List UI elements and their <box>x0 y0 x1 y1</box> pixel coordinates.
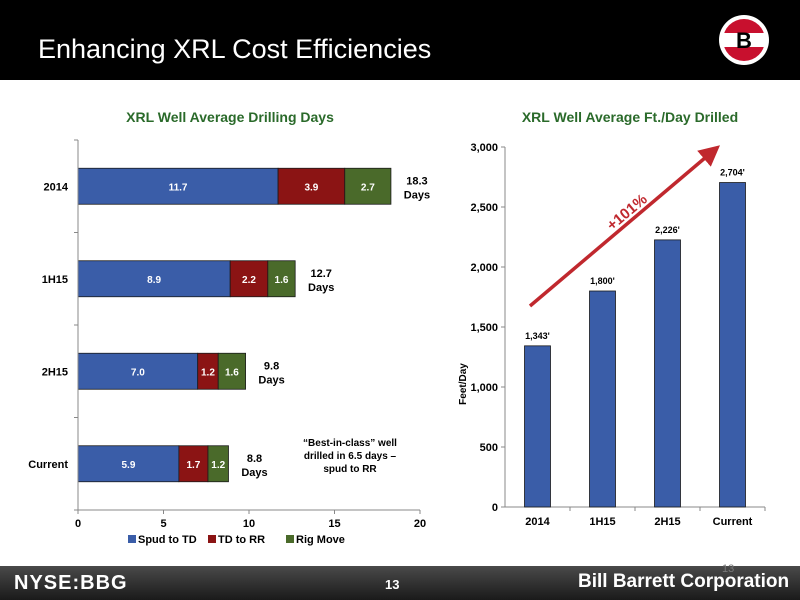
drilling-days-x-tick-label: 10 <box>243 518 255 530</box>
drilling-days-total-value: 12.7 <box>310 268 331 280</box>
drilling-days-category-label: 1H15 <box>42 274 68 286</box>
best-in-class-annotation-line-2: drilled in 6.5 days – <box>304 451 397 462</box>
header-bar <box>0 0 800 80</box>
feet-per-day-y-tick-label: 0 <box>492 502 498 514</box>
drilling-days-total-unit: Days <box>308 282 334 294</box>
drilling-days-segment-label: 1.6 <box>275 275 289 286</box>
company-name: Bill Barrett Corporation <box>578 571 790 592</box>
drilling-days-bar-segment <box>217 352 246 390</box>
drilling-days-total-unit: Days <box>258 374 284 386</box>
drilling-days-segment-label: 1.2 <box>211 460 225 471</box>
slide-title: Enhancing XRL Cost Efficiencies <box>38 34 432 64</box>
drilling-days-total-value: 18.3 <box>406 175 427 187</box>
feet-per-day-value-label: 1,800' <box>590 276 615 286</box>
logo-letter: B <box>736 28 752 53</box>
drilling-days-total-unit: Days <box>241 467 267 479</box>
drilling-days-bar-segment <box>267 260 296 298</box>
feet-per-day-category-label: 1H15 <box>589 516 615 528</box>
drilling-days-x-tick-label: 20 <box>414 518 426 530</box>
feet-per-day-y-tick-label: 1,000 <box>470 382 498 394</box>
feet-per-day-bar <box>719 182 746 508</box>
feet-per-day-bar <box>524 345 551 508</box>
feet-per-day-bar <box>654 239 681 508</box>
growth-percent-label: +101% <box>604 191 651 234</box>
feet-per-day-value-label: 2,704' <box>720 168 745 178</box>
company-logo: B <box>719 15 769 65</box>
feet-per-day-chart: XRL Well Average Ft./Day Drilled Feet/Da… <box>458 109 766 528</box>
best-in-class-annotation-line-1: “Best-in-class” well <box>303 438 397 449</box>
feet-per-day-y-tick-label: 2,000 <box>470 262 498 274</box>
drilling-days-segment-label: 1.7 <box>186 460 200 471</box>
legend-swatch <box>286 535 294 543</box>
legend-swatch <box>208 535 216 543</box>
feet-per-day-bar <box>589 290 616 508</box>
drilling-days-total-value: 8.8 <box>247 453 262 465</box>
drilling-days-segment-label: 2.7 <box>361 182 375 193</box>
drilling-days-chart: XRL Well Average Drilling Days 11.7 3.9 2.… <box>28 109 430 546</box>
drilling-days-total-value: 9.8 <box>264 360 279 372</box>
drilling-days-bar-segment <box>207 445 229 483</box>
feet-per-day-y-tick-label: 1,500 <box>470 322 498 334</box>
page-number: 13 <box>385 577 400 592</box>
drilling-days-segment-label: 1.6 <box>225 367 239 378</box>
drilling-days-category-label: Current <box>28 459 68 471</box>
drilling-days-bar-segment <box>344 167 392 205</box>
drilling-days-title: XRL Well Average Drilling Days <box>126 109 334 125</box>
growth-arrow <box>528 145 721 308</box>
drilling-days-segment-label: 3.9 <box>304 182 318 193</box>
drilling-days-total-unit: Days <box>404 189 430 201</box>
feet-per-day-category-label: 2014 <box>525 516 550 528</box>
feet-per-day-value-label: 2,226' <box>655 225 680 235</box>
feet-per-day-y-tick-label: 500 <box>480 442 498 454</box>
drilling-days-segment-label: 2.2 <box>242 275 256 286</box>
drilling-days-x-tick-label: 0 <box>75 518 81 530</box>
drilling-days-segment-label: 8.9 <box>147 275 161 286</box>
best-in-class-annotation-line-3: spud to RR <box>323 464 377 475</box>
legend-swatch <box>128 535 136 543</box>
feet-per-day-value-label: 1,343' <box>525 331 550 341</box>
ticker-symbol: NYSE:BBG <box>14 572 128 594</box>
feet-per-day-category-label: 2H15 <box>654 516 680 528</box>
drilling-days-x-tick-label: 15 <box>328 518 340 530</box>
y-axis-label: Feet/Day <box>458 363 469 405</box>
legend-label: TD to RR <box>218 534 265 546</box>
feet-per-day-y-tick-label: 3,000 <box>470 142 498 154</box>
feet-per-day-title: XRL Well Average Ft./Day Drilled <box>522 109 738 125</box>
legend-label: Rig Move <box>296 534 345 546</box>
drilling-days-segment-label: 5.9 <box>121 460 135 471</box>
drilling-days-category-label: 2H15 <box>42 366 68 378</box>
feet-per-day-y-tick-label: 2,500 <box>470 202 498 214</box>
drilling-days-x-tick-label: 5 <box>160 518 166 530</box>
drilling-days-segment-label: 7.0 <box>131 367 145 378</box>
feet-per-day-category-label: Current <box>713 516 753 528</box>
footer-bar <box>0 566 800 600</box>
drilling-days-category-label: 2014 <box>44 181 69 193</box>
drilling-days-bar-segment <box>277 167 346 205</box>
drilling-days-bar-segment <box>77 352 199 390</box>
drilling-days-segment-label: 1.2 <box>201 367 215 378</box>
legend-label: Spud to TD <box>138 534 197 546</box>
drilling-days-bar-segment <box>77 445 180 483</box>
page-number-ghost: 13 <box>722 563 735 575</box>
drilling-days-segment-label: 11.7 <box>169 182 188 193</box>
